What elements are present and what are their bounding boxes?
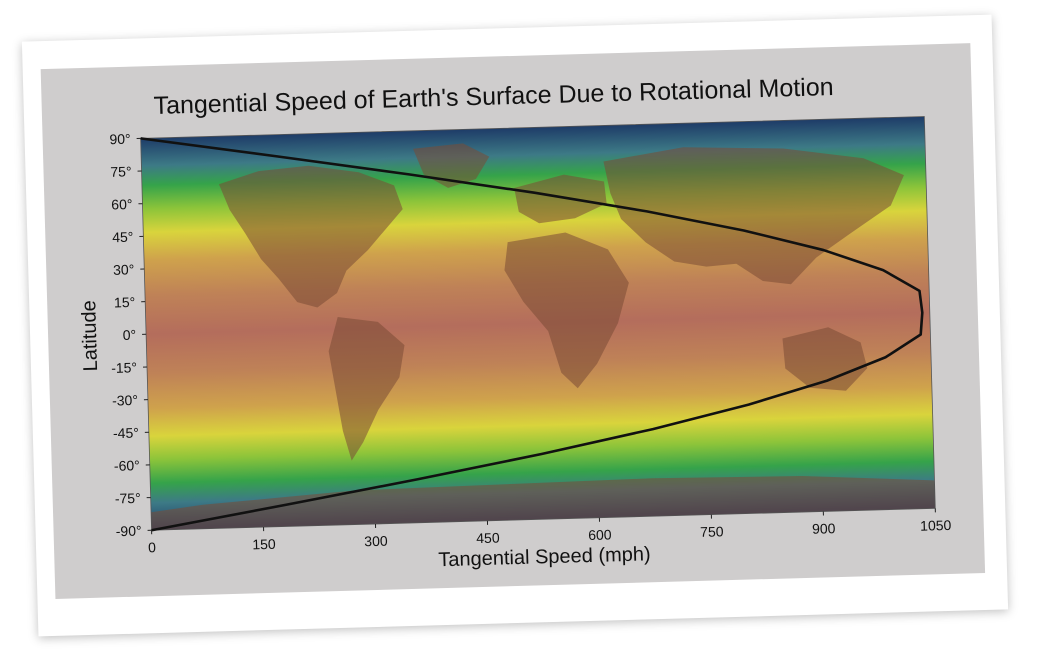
photo-frame: Tangential Speed of Earth's Surface Due … bbox=[21, 14, 1009, 637]
y-axis: 90° 75° 60° 45° 30° 15° 0° -15° -30° -45° -60° -75°… bbox=[109, 131, 152, 540]
y-tick-label: -60° bbox=[114, 457, 140, 474]
europe-landmass bbox=[514, 174, 607, 224]
x-tick-label: 600 bbox=[588, 526, 612, 543]
north-america-landmass bbox=[218, 165, 403, 308]
y-tick-label: 30° bbox=[113, 261, 135, 278]
plot-area bbox=[140, 116, 936, 532]
plot-border bbox=[140, 116, 936, 531]
africa-landmass bbox=[504, 232, 629, 389]
y-tick-label: -90° bbox=[116, 523, 142, 540]
x-tick-label: 300 bbox=[364, 533, 388, 550]
chart-svg: Tangential Speed of Earth's Surface Due … bbox=[78, 73, 952, 571]
y-tick-label: -30° bbox=[112, 392, 138, 409]
y-tick-label: 45° bbox=[112, 229, 134, 246]
y-tick-label: -75° bbox=[115, 490, 141, 507]
y-tick-label: 60° bbox=[111, 196, 133, 213]
x-tick-label: 450 bbox=[476, 530, 500, 547]
x-tick-label: 750 bbox=[700, 523, 724, 540]
x-axis: 0 150 300 450 600 750 900 1050 bbox=[148, 508, 952, 555]
x-tick-label: 0 bbox=[148, 539, 156, 555]
x-tick-label: 900 bbox=[812, 520, 836, 537]
australia-landmass bbox=[782, 327, 868, 391]
y-tick-label: -15° bbox=[111, 359, 137, 376]
y-tick-label: 90° bbox=[109, 131, 131, 148]
asia-landmass bbox=[603, 147, 904, 285]
y-tick-label: 0° bbox=[122, 327, 136, 343]
chart-plate: Tangential Speed of Earth's Surface Due … bbox=[40, 43, 986, 599]
x-tick-label: 150 bbox=[252, 536, 276, 553]
antarctica-landmass bbox=[151, 476, 936, 531]
chart-title: Tangential Speed of Earth's Surface Due … bbox=[153, 73, 834, 120]
y-axis-label: Latitude bbox=[78, 300, 102, 372]
x-axis-label: Tangential Speed (mph) bbox=[438, 543, 651, 571]
south-america-landmass bbox=[328, 316, 405, 461]
series-line-tangential-speed bbox=[140, 137, 924, 532]
y-tick-label: -45° bbox=[113, 425, 139, 442]
world-map-background bbox=[151, 143, 936, 531]
y-tick-label: 75° bbox=[110, 163, 132, 180]
y-tick-label: 15° bbox=[114, 294, 136, 311]
x-tick-label: 1050 bbox=[920, 517, 952, 534]
